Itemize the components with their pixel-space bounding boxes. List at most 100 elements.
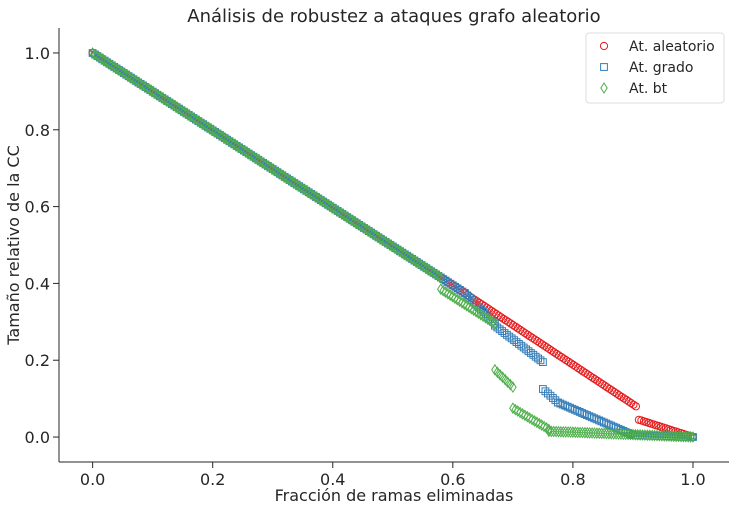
data-point [458, 296, 466, 309]
y-tick-label: 0.2 [25, 351, 50, 370]
data-point [595, 427, 604, 440]
data-point [521, 409, 529, 422]
data-point [422, 262, 431, 275]
data-point [144, 82, 152, 95]
data-point [199, 118, 207, 131]
data-point [266, 161, 275, 174]
data-point [264, 160, 272, 173]
data-point [194, 115, 203, 128]
data-point [581, 426, 589, 439]
data-point [481, 311, 490, 324]
data-point [401, 248, 409, 261]
data-point [103, 56, 111, 69]
data-point [377, 232, 385, 245]
data-point [396, 245, 404, 258]
data-point [163, 95, 171, 107]
data-point [580, 410, 589, 419]
data-point [626, 428, 635, 441]
data-point [122, 68, 130, 81]
data-point [516, 406, 524, 419]
data-point [242, 146, 251, 159]
data-point [462, 299, 471, 312]
axes [58, 28, 729, 463]
data-point [578, 426, 587, 439]
data-point [479, 310, 487, 323]
data-point [437, 283, 445, 296]
data-point [425, 263, 433, 276]
data-point [213, 127, 222, 140]
data-point [132, 74, 140, 87]
data-point [592, 415, 601, 424]
data-point [196, 116, 205, 129]
data-point [204, 121, 212, 134]
legend-label: At. bt [629, 81, 668, 97]
data-point [256, 155, 265, 168]
data-point [220, 132, 229, 145]
data-point [587, 413, 596, 422]
data-point [420, 260, 428, 273]
data-point [240, 144, 248, 157]
data-point [536, 356, 545, 365]
data-point [585, 426, 594, 439]
data-point [276, 167, 284, 180]
data-point [557, 425, 565, 438]
data-point [184, 108, 193, 121]
data-point [605, 427, 613, 440]
data-point [488, 316, 497, 329]
data-point [624, 428, 632, 441]
data-point [216, 129, 224, 142]
data-point [590, 414, 599, 423]
y-ticks: 0.0 0.2 0.4 0.6 0.8 1.0 [25, 44, 59, 447]
legend-marker [599, 41, 609, 51]
data-point [208, 124, 217, 137]
data-point [228, 136, 236, 149]
data-point [348, 214, 356, 227]
data-point [465, 301, 473, 314]
data-point [672, 430, 680, 443]
data-point [621, 428, 630, 441]
data-point [684, 430, 692, 443]
data-point [437, 271, 445, 284]
data-point [583, 411, 591, 420]
data-point [312, 191, 320, 204]
plot-markers [88, 47, 698, 443]
data-point [573, 426, 582, 439]
data-point [593, 427, 601, 440]
data-point [333, 205, 342, 217]
data-point [539, 385, 547, 393]
data-point [629, 428, 637, 441]
data-point [689, 431, 697, 443]
data-point [292, 178, 301, 191]
series-2 [88, 47, 697, 443]
data-point [636, 428, 644, 441]
data-point [432, 268, 440, 281]
data-point [247, 149, 255, 162]
data-point [230, 138, 239, 151]
data-point [484, 313, 492, 326]
data-point [350, 215, 359, 228]
data-point [518, 407, 527, 420]
data-point [434, 270, 443, 283]
x-tick-label: 0.0 [80, 470, 105, 489]
data-point [343, 211, 351, 224]
chart-title: Análisis de robustez a ataques grafo ale… [187, 6, 600, 27]
data-point [686, 430, 695, 443]
data-point [249, 150, 258, 163]
data-point [259, 157, 267, 169]
x-tick-label: 0.6 [440, 470, 465, 489]
data-point [569, 426, 577, 439]
data-point [288, 175, 296, 188]
data-point [353, 217, 361, 230]
data-point [465, 293, 474, 302]
data-point [607, 427, 616, 440]
data-point [365, 225, 373, 238]
data-point [403, 250, 411, 262]
data-point [168, 98, 176, 111]
data-point [345, 212, 354, 225]
data-point [535, 417, 544, 430]
data-point [261, 158, 270, 171]
data-point [309, 189, 318, 202]
data-point [151, 87, 159, 100]
data-point [218, 130, 227, 143]
